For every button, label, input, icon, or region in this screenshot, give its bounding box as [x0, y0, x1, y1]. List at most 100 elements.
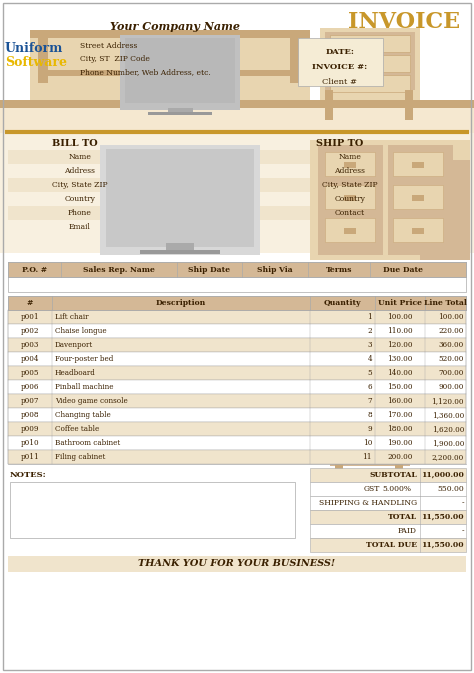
- Bar: [8, 408, 466, 422]
- Text: Client #: Client #: [322, 78, 357, 86]
- Bar: [8, 296, 466, 310]
- Text: Video game console: Video game console: [55, 397, 128, 405]
- Bar: [318, 145, 383, 255]
- Bar: [330, 35, 410, 52]
- Text: Address: Address: [64, 167, 95, 175]
- Text: 150.00: 150.00: [387, 383, 413, 391]
- Bar: [298, 38, 383, 86]
- Bar: [10, 482, 295, 538]
- Bar: [180, 356, 188, 362]
- Bar: [162, 396, 170, 402]
- Bar: [198, 396, 206, 402]
- Bar: [234, 436, 242, 442]
- Bar: [335, 416, 343, 471]
- Text: INVOICE: INVOICE: [348, 11, 460, 33]
- Bar: [216, 396, 224, 402]
- Text: 550.00: 550.00: [437, 485, 464, 493]
- Bar: [162, 356, 170, 362]
- Bar: [412, 195, 424, 201]
- Bar: [30, 30, 310, 120]
- Bar: [325, 218, 375, 242]
- Bar: [288, 396, 296, 402]
- Text: 900.00: 900.00: [438, 383, 464, 391]
- Text: Filing cabinet: Filing cabinet: [55, 453, 105, 461]
- Text: Phone: Phone: [68, 209, 92, 217]
- Bar: [310, 468, 466, 482]
- Text: Name: Name: [69, 153, 91, 161]
- Bar: [335, 339, 405, 351]
- Bar: [234, 356, 242, 362]
- Bar: [8, 366, 466, 380]
- Text: Coffee table: Coffee table: [55, 425, 99, 433]
- Bar: [100, 311, 300, 461]
- Bar: [325, 32, 415, 90]
- Bar: [0, 100, 474, 160]
- Text: 130.00: 130.00: [387, 355, 413, 363]
- Bar: [252, 356, 260, 362]
- Bar: [252, 436, 260, 442]
- Text: Chaise longue: Chaise longue: [55, 327, 107, 335]
- Text: 5.000%: 5.000%: [382, 485, 411, 493]
- Text: Lift chair: Lift chair: [55, 313, 89, 321]
- Bar: [180, 396, 188, 402]
- Text: P.O. #: P.O. #: [22, 266, 47, 273]
- Bar: [366, 42, 374, 46]
- Text: THANK YOU FOR YOUR BUSINESS!: THANK YOU FOR YOUR BUSINESS!: [138, 559, 336, 569]
- Bar: [420, 160, 470, 260]
- Text: Phone Number, Web Address, etc.: Phone Number, Web Address, etc.: [80, 68, 211, 76]
- Text: Software: Software: [5, 55, 67, 69]
- Text: Davenport: Davenport: [55, 341, 93, 349]
- Bar: [245, 178, 470, 192]
- Text: Uniform: Uniform: [5, 42, 64, 55]
- Text: 10: 10: [363, 439, 372, 447]
- Bar: [195, 316, 209, 456]
- Bar: [270, 356, 278, 362]
- Text: 2,200.00: 2,200.00: [432, 453, 464, 461]
- Text: p002: p002: [21, 327, 39, 335]
- Text: p004: p004: [21, 355, 39, 363]
- Bar: [310, 496, 466, 510]
- Bar: [180, 436, 188, 442]
- Text: p006: p006: [21, 383, 39, 391]
- Text: 7: 7: [367, 397, 372, 405]
- Text: Address: Address: [335, 167, 365, 175]
- Text: 1,120.00: 1,120.00: [431, 397, 464, 405]
- Text: City, State ZIP: City, State ZIP: [52, 181, 108, 189]
- Text: Terms: Terms: [326, 266, 352, 273]
- Bar: [126, 436, 134, 442]
- Bar: [30, 30, 310, 38]
- Text: SHIP TO: SHIP TO: [316, 139, 364, 149]
- Bar: [245, 150, 470, 164]
- Text: 3: 3: [367, 341, 372, 349]
- Bar: [0, 100, 474, 108]
- Bar: [325, 185, 375, 209]
- Bar: [38, 38, 48, 83]
- Text: Ship Date: Ship Date: [189, 266, 230, 273]
- Text: Headboard: Headboard: [55, 369, 96, 377]
- Bar: [393, 152, 443, 176]
- Bar: [395, 416, 403, 471]
- Bar: [335, 446, 403, 454]
- Text: 170.00: 170.00: [387, 411, 413, 419]
- Bar: [310, 140, 470, 260]
- Bar: [288, 356, 296, 362]
- Text: Your Company Name: Your Company Name: [110, 22, 240, 32]
- Bar: [335, 375, 405, 387]
- Bar: [8, 338, 466, 352]
- Bar: [100, 145, 260, 255]
- Bar: [245, 206, 470, 220]
- Text: p008: p008: [21, 411, 39, 419]
- Text: PAID: PAID: [398, 527, 417, 535]
- Bar: [125, 38, 235, 103]
- Text: 11,550.00: 11,550.00: [421, 541, 464, 549]
- Text: 220.00: 220.00: [438, 327, 464, 335]
- Bar: [335, 393, 405, 405]
- Bar: [285, 316, 299, 456]
- Bar: [405, 90, 413, 120]
- Bar: [335, 357, 405, 369]
- Text: City, ST  ZIP Code: City, ST ZIP Code: [80, 55, 150, 63]
- Bar: [330, 316, 410, 466]
- Text: Email: Email: [69, 223, 91, 231]
- Text: -: -: [461, 499, 464, 507]
- Bar: [270, 396, 278, 402]
